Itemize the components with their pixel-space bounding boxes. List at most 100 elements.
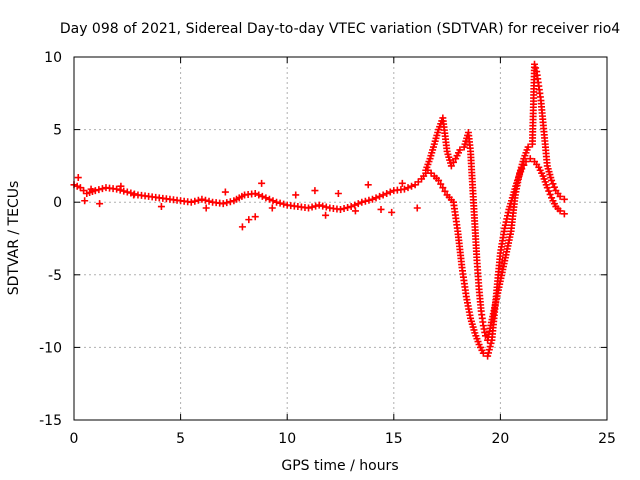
data-point-s2-22 — [398, 179, 406, 187]
data-point-fill — [340, 204, 348, 212]
chart-title: Day 098 of 2021, Sidereal Day-to-day VTE… — [60, 21, 620, 37]
data-point-fill — [361, 197, 369, 205]
data-point-s0-29 — [368, 195, 376, 203]
x-tick-label: 10 — [278, 431, 296, 447]
data-point-s0-3 — [91, 187, 99, 195]
x-tick-label: 0 — [70, 431, 79, 447]
data-point-s2-21 — [388, 208, 396, 216]
data-point-fill — [312, 202, 320, 210]
data-point-fill — [120, 187, 128, 195]
data-point-s0-18 — [251, 189, 259, 197]
data-point-s1-33 — [548, 176, 556, 184]
data-point-s2-5 — [130, 191, 138, 199]
x-axis-label: GPS time / hours — [281, 458, 398, 474]
data-point-fill — [404, 184, 412, 192]
data-point-fill — [73, 182, 81, 190]
axis-ticks: 0 5 10 15 20 25 -15 -10 -5 0 5 10 — [39, 50, 616, 447]
data-point-s1-6 — [447, 162, 455, 170]
y-tick-label: 5 — [53, 123, 62, 139]
data-point-fill — [226, 198, 234, 206]
data-point-s1-35 — [556, 192, 564, 200]
data-point-fill — [354, 200, 362, 208]
data-point-s2-23 — [413, 204, 421, 212]
y-tick-label: -15 — [39, 413, 62, 429]
data-point-s0-65 — [556, 207, 564, 215]
data-point-s0-48 — [484, 352, 492, 360]
data-point-s2-13 — [268, 204, 276, 212]
data-point-fill — [383, 189, 391, 197]
data-point-fill — [386, 188, 394, 196]
data-point-s0-37 — [435, 176, 443, 184]
data-point-fill — [545, 187, 553, 195]
data-point-fill — [95, 186, 103, 194]
data-point-fill — [280, 200, 288, 208]
data-point-fill — [486, 343, 494, 351]
data-point-fill — [487, 339, 495, 347]
data-point-fill — [484, 349, 492, 357]
data-point-s0-13 — [198, 195, 206, 203]
data-point-s2-19 — [364, 181, 372, 189]
data-point-s2-16 — [322, 211, 330, 219]
data-point-s0-27 — [347, 203, 355, 211]
data-point-s2-4 — [117, 182, 125, 190]
data-point-fill — [205, 197, 213, 205]
data-point-s2-10 — [245, 216, 253, 224]
y-axis-label: SDTVAR / TECUs — [6, 181, 22, 296]
data-point-s0-20 — [273, 198, 281, 206]
data-point-fill — [276, 199, 284, 207]
data-point-s0-66 — [560, 210, 568, 218]
data-point-s0-19 — [262, 194, 270, 202]
data-point-fill — [437, 180, 445, 188]
data-point-fill — [319, 202, 327, 210]
data-point-fill — [265, 195, 273, 203]
data-point-s2-7 — [202, 204, 210, 212]
data-point-s2-6 — [157, 203, 165, 211]
data-point-s2-20 — [377, 205, 385, 213]
data-point-fill — [449, 158, 457, 166]
data-point-fill — [201, 196, 209, 204]
data-point-fill — [376, 192, 384, 200]
x-tick-label: 15 — [385, 431, 403, 447]
y-tick-label: -10 — [39, 340, 62, 356]
data-point-s1-8 — [456, 146, 464, 154]
data-point-s2-15 — [311, 187, 319, 195]
data-point-s0-5 — [113, 185, 121, 193]
data-point-fill — [485, 346, 493, 354]
data-point-s2-14 — [292, 191, 300, 199]
data-point-s2-3 — [96, 200, 104, 208]
data-point-s0-30 — [379, 191, 387, 199]
data-point-fill — [308, 203, 316, 211]
data-point-fill — [408, 182, 416, 190]
data-point-fill — [322, 203, 330, 211]
data-point-s0-15 — [219, 200, 227, 208]
data-point-s2-12 — [258, 179, 266, 187]
y-tick-label: 10 — [44, 50, 62, 66]
data-point-s2-0 — [74, 174, 82, 182]
data-point-fill — [365, 196, 373, 204]
data-point-s0-23 — [305, 204, 313, 212]
data-point-fill — [546, 190, 554, 198]
data-point-fill — [191, 197, 199, 205]
data-point-s0-6 — [123, 188, 131, 196]
data-point-s2-9 — [238, 223, 246, 231]
data-point-fill — [344, 204, 352, 212]
data-point-s0-12 — [187, 198, 195, 206]
data-point-s2-8 — [221, 188, 229, 196]
data-point-s0-24 — [315, 201, 323, 209]
data-point-fill — [532, 64, 540, 72]
data-point-fill — [549, 180, 557, 188]
data-point-fill — [258, 192, 266, 200]
y-tick-label: -5 — [48, 268, 62, 284]
data-point-s2-18 — [351, 207, 359, 215]
data-point-s1-36 — [560, 195, 568, 203]
data-point-fill — [550, 183, 558, 191]
data-point-s1-24 — [524, 143, 532, 151]
data-point-fill — [223, 199, 231, 207]
data-point-s0-28 — [358, 198, 366, 206]
data-point-fill — [372, 194, 380, 202]
data-point-s2-17 — [334, 189, 342, 197]
data-point-s0-26 — [337, 205, 344, 213]
data-point-s0-32 — [400, 185, 408, 193]
data-point-fill — [255, 191, 263, 199]
